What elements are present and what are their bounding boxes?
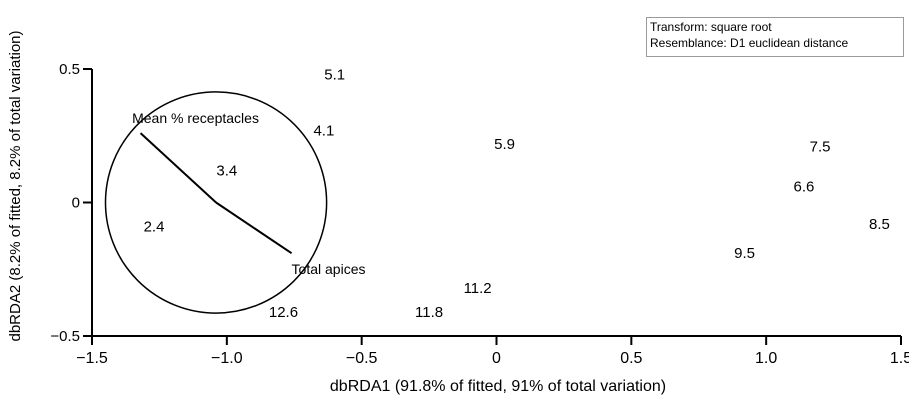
point-label: 6.6	[793, 178, 814, 195]
legend-box: Transform: square root Resemblance: D1 e…	[646, 17, 904, 57]
point-label-layer: 5.1 4.1 5.9 7.5 6.6 3.4 2.4 8.5 9.5 11.2 12.6 11.8	[144, 66, 890, 321]
point-label: 4.1	[313, 122, 334, 139]
point-label: 5.1	[324, 66, 345, 83]
point-label: 3.4	[216, 162, 237, 179]
x-tick-label: −1.0	[211, 350, 243, 367]
axes: −1.5 −1.0 −0.5 0 0.5 1.0 1.5 −0.5 0 0.5	[50, 61, 909, 367]
point-label: 11.8	[415, 304, 443, 321]
x-tick-label: −1.5	[76, 350, 108, 367]
point-label: 5.9	[494, 136, 515, 153]
point-label: 12.6	[269, 304, 298, 321]
legend-line-resemblance: Resemblance: D1 euclidean distance	[650, 36, 849, 50]
point-label: 8.5	[869, 216, 890, 233]
vector-line	[215, 201, 293, 255]
x-axis-title: dbRDA1 (91.8% of fitted, 91% of total va…	[330, 378, 666, 395]
x-tick-label: −0.5	[346, 350, 378, 367]
vector-circle	[104, 91, 328, 314]
point-label: 9.5	[734, 245, 755, 262]
y-tick-label: 0	[72, 195, 80, 212]
point-label: 2.4	[144, 219, 165, 236]
x-tick-label: 0	[492, 350, 501, 367]
vector-label: Total apices	[292, 261, 366, 277]
x-tick-label: 0.5	[620, 350, 642, 367]
vector-layer: Mean % receptacles Total apices	[132, 110, 365, 277]
y-tick-label: 0.5	[59, 61, 80, 78]
y-axis-title: dbRDA2 (8.2% of fitted, 8.2% of total va…	[7, 31, 24, 342]
vector-line	[139, 132, 217, 204]
point-label: 7.5	[810, 138, 831, 155]
legend-line-transform: Transform: square root	[650, 20, 772, 34]
x-tick-label: 1.0	[755, 350, 777, 367]
y-tick-label: −0.5	[50, 328, 80, 345]
point-label: 11.2	[464, 280, 492, 297]
vector-label: Mean % receptacles	[132, 110, 259, 126]
x-tick-label: 1.5	[890, 350, 909, 367]
vector-circle-layer	[104, 91, 328, 314]
